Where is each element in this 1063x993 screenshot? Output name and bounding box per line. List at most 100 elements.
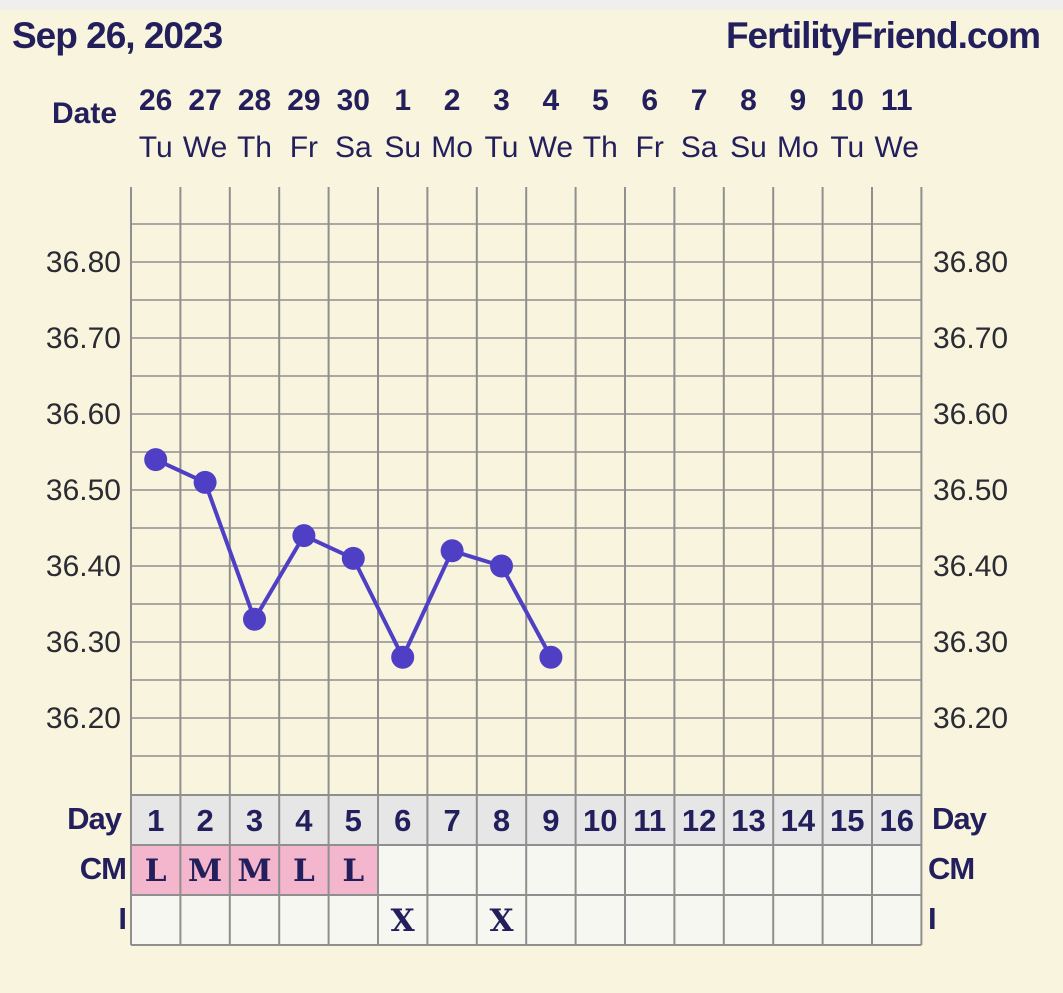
temp-segment-8 <box>499 564 553 660</box>
date-label-4: 29 <box>287 84 320 117</box>
intercourse-mark-6: X <box>391 903 416 939</box>
temp-point-day-4 <box>292 524 316 548</box>
date-label-5: 30 <box>337 84 370 117</box>
y-tick-left-3: 36.50 <box>46 474 121 507</box>
y-tick-left-6: 36.20 <box>46 702 121 735</box>
date-label-16: 11 <box>881 84 913 117</box>
weekday-label-12: Sa <box>681 131 718 164</box>
y-tick-right-0: 36.80 <box>933 246 1008 279</box>
intercourse-cell-10 <box>575 895 625 945</box>
date-label-11: 6 <box>641 84 658 117</box>
cm-label-5: L <box>342 853 364 889</box>
cm-label-2: M <box>188 853 222 889</box>
intercourse-cell-12 <box>674 895 724 945</box>
intercourse-cell-13 <box>723 895 774 945</box>
cm-cell-11 <box>625 845 675 895</box>
cycle-day-label-15: 15 <box>830 803 864 838</box>
y-tick-left-1: 36.70 <box>46 322 121 355</box>
intercourse-cell-4 <box>279 895 329 945</box>
temp-segment-6 <box>400 548 455 660</box>
y-tick-right-5: 36.30 <box>933 626 1008 659</box>
day-cell-4 <box>279 795 329 845</box>
weekday-label-9: We <box>529 131 573 164</box>
y-tick-left-5: 36.30 <box>46 626 121 659</box>
date-label-3: 28 <box>238 84 271 117</box>
cm-cell-14 <box>773 845 823 895</box>
intercourse-cell-6 <box>378 895 428 945</box>
y-tick-left-0: 36.80 <box>46 246 121 279</box>
day-cell-12 <box>674 795 724 845</box>
cycle-day-label-2: 2 <box>196 803 213 838</box>
temp-point-day-3 <box>243 607 266 631</box>
temp-point-day-1 <box>144 448 168 472</box>
weekday-label-16: We <box>874 131 918 164</box>
cm-cell-13 <box>723 845 774 895</box>
intercourse-row-label-right: I <box>928 901 936 936</box>
day-cell-16 <box>872 795 922 845</box>
intercourse-cell-14 <box>773 895 823 945</box>
weekday-label-13: Su <box>730 131 767 164</box>
day-cell-8 <box>476 795 527 845</box>
y-tick-right-2: 36.60 <box>933 398 1008 431</box>
cycle-day-label-13: 13 <box>731 803 765 838</box>
day-row-label-left: Day <box>67 801 123 836</box>
weekday-label-11: Fr <box>636 131 664 164</box>
cm-cell-16 <box>872 845 922 895</box>
site-name: FertilityFriend.com <box>726 15 1040 56</box>
date-label-13: 8 <box>740 84 757 117</box>
date-label-10: 5 <box>592 84 609 117</box>
cm-cell-8 <box>476 845 527 895</box>
cm-cell-15 <box>822 845 872 895</box>
date-label-7: 2 <box>444 84 461 117</box>
cm-cell-7 <box>427 845 477 895</box>
weekday-label-7: Mo <box>431 131 473 164</box>
y-tick-left-4: 36.40 <box>46 550 121 583</box>
cycle-day-label-5: 5 <box>345 803 362 838</box>
day-cell-7 <box>427 795 477 845</box>
day-cell-5 <box>328 795 378 845</box>
weekday-label-1: Tu <box>139 131 173 164</box>
y-tick-right-6: 36.20 <box>933 702 1008 735</box>
intercourse-cell-3 <box>229 895 280 945</box>
top-strip <box>0 0 1063 10</box>
day-cell-15 <box>822 795 872 845</box>
cm-cell-3 <box>229 845 280 895</box>
day-cell-13 <box>723 795 774 845</box>
cycle-day-label-11: 11 <box>633 803 666 838</box>
weekday-label-2: We <box>183 131 227 164</box>
cycle-day-label-12: 12 <box>682 803 716 838</box>
temp-point-day-5 <box>341 546 365 570</box>
cycle-day-label-14: 14 <box>781 803 816 838</box>
temp-point-day-8 <box>490 554 513 578</box>
day-cell-3 <box>229 795 280 845</box>
weekday-label-5: Sa <box>335 131 372 164</box>
intercourse-row-label-left: I <box>118 901 126 936</box>
intercourse-cell-5 <box>328 895 378 945</box>
weekday-label-10: Th <box>583 131 618 164</box>
cycle-day-label-6: 6 <box>394 803 411 838</box>
intercourse-cell-16 <box>872 895 922 945</box>
weekday-label-4: Fr <box>290 131 318 164</box>
intercourse-mark-8: X <box>489 903 514 939</box>
day-cell-10 <box>575 795 625 845</box>
cycle-day-label-16: 16 <box>879 803 913 838</box>
intercourse-cell-2 <box>180 895 230 945</box>
day-cell-6 <box>378 795 428 845</box>
cycle-day-label-4: 4 <box>295 803 313 838</box>
temp-point-day-9 <box>539 645 563 669</box>
date-label-9: 4 <box>543 84 560 117</box>
date-row-label: Date <box>52 97 117 130</box>
cm-label-4: L <box>293 853 315 889</box>
day-cell-1 <box>131 795 181 845</box>
cycle-day-label-3: 3 <box>246 803 263 838</box>
cm-cell-6 <box>378 845 428 895</box>
cm-cell-12 <box>674 845 724 895</box>
cycle-day-label-8: 8 <box>493 803 510 838</box>
temp-segment-3 <box>252 533 306 622</box>
cm-cell-5 <box>328 845 378 895</box>
day-row-label-right: Day <box>932 801 988 836</box>
weekday-label-3: Th <box>237 131 272 164</box>
date-label-1: 26 <box>139 84 172 117</box>
